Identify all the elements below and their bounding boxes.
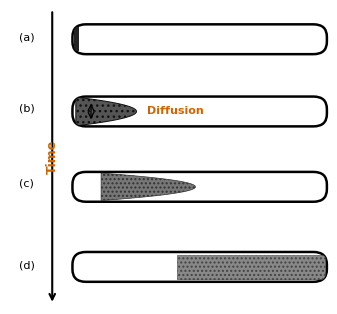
FancyBboxPatch shape xyxy=(177,255,325,279)
FancyBboxPatch shape xyxy=(72,172,327,202)
Text: (d): (d) xyxy=(19,260,34,270)
Text: Diffusion: Diffusion xyxy=(147,106,203,116)
Text: Time: Time xyxy=(46,140,59,174)
Polygon shape xyxy=(101,173,195,201)
Text: (b): (b) xyxy=(19,103,34,113)
FancyBboxPatch shape xyxy=(72,24,327,54)
Polygon shape xyxy=(76,97,136,126)
Text: (c): (c) xyxy=(19,179,33,189)
FancyBboxPatch shape xyxy=(72,97,327,126)
FancyBboxPatch shape xyxy=(72,252,327,282)
Text: (a): (a) xyxy=(19,33,34,43)
FancyBboxPatch shape xyxy=(74,27,79,51)
